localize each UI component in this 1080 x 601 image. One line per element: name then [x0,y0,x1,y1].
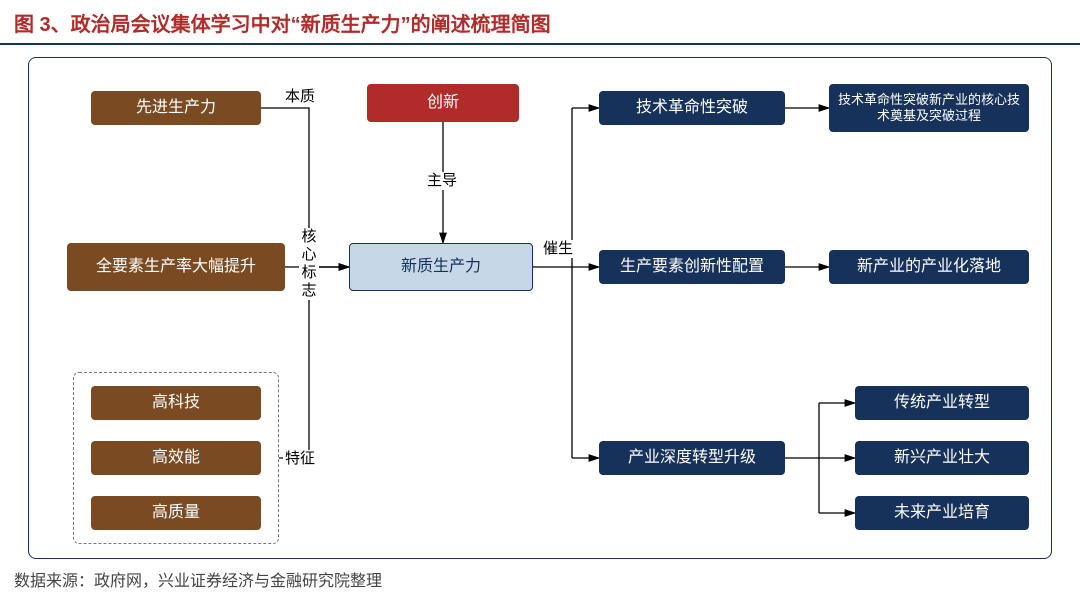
node-n_r3a: 传统产业转型 [855,386,1029,420]
title-text: 图 3、政治局会议集体学习中对“新质生产力”的阐述梳理简图 [14,14,551,36]
edge-label: 催生 [541,240,575,258]
node-n_r2: 生产要素创新性配置 [599,250,785,284]
node-n_core: 新质生产力 [349,243,533,291]
node-n_r1: 技术革命性突破 [599,91,785,125]
node-n_r3: 产业深度转型升级 [599,441,785,475]
edge-label: 核 心 标 志 [299,228,319,300]
edge-label: 主导 [425,172,459,190]
node-n_hi_eff: 高效能 [91,441,261,475]
edge-label: 特征 [283,450,317,468]
figure-title: 图 3、政治局会议集体学习中对“新质生产力”的阐述梳理简图 [0,0,1080,45]
node-n_hi_tech: 高科技 [91,386,261,420]
node-n_tfp: 全要素生产率大幅提升 [67,243,285,291]
node-n_r3c: 未来产业培育 [855,496,1029,530]
node-n_hi_qual: 高质量 [91,496,261,530]
node-n_r3b: 新兴产业壮大 [855,441,1029,475]
source-text: 数据来源：政府网，兴业证券经济与金融研究院整理 [14,573,382,590]
node-n_r2b: 新产业的产业化落地 [829,250,1029,284]
diagram-area: 先进生产力 创新新质生产力 全要素生产率大幅提升高科技高效能高质量 技术革命性突破 技术… [28,57,1052,559]
node-n_innov: 创新 [367,84,519,122]
node-n_adv: 先进生产力 [91,91,261,125]
source-line: 数据来源：政府网，兴业证券经济与金融研究院整理 [0,563,1080,595]
node-n_r1b: 技术革命性突破新产业的核心技术奠基及突破过程 [829,84,1029,132]
edge-label: 本质 [283,88,317,106]
